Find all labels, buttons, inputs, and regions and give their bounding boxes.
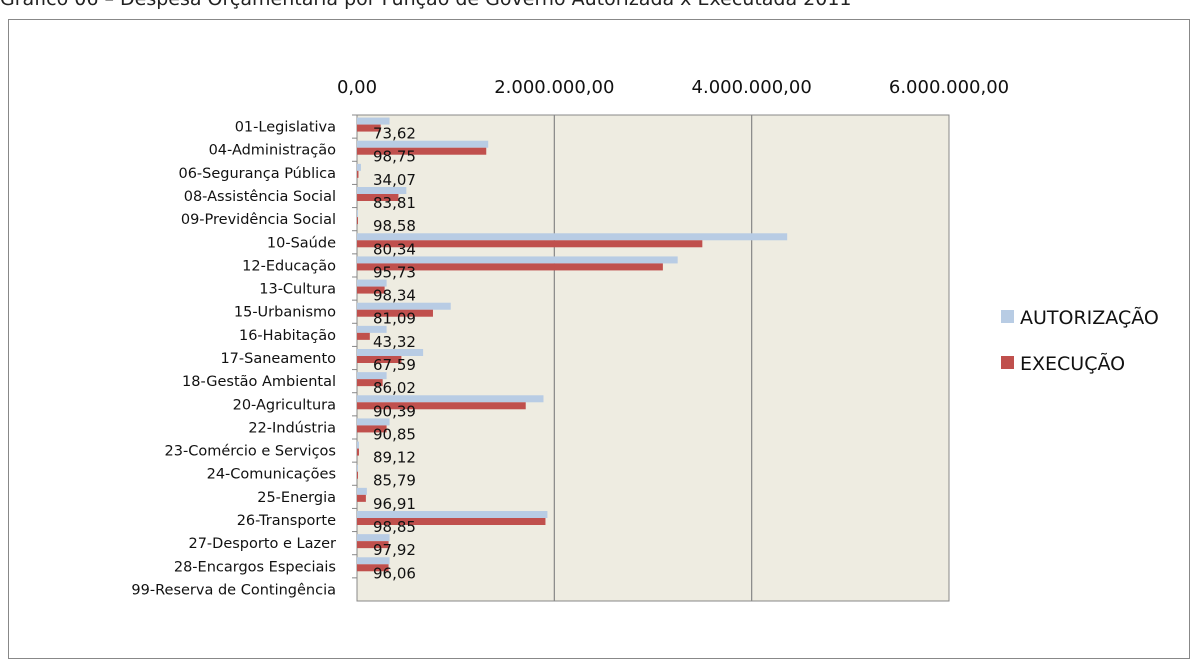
data-label: 86,02	[373, 379, 416, 397]
data-label: 73,62	[373, 125, 416, 143]
category-label: 08-Assistência Social	[184, 189, 336, 205]
bar-execucao	[357, 286, 385, 294]
bar-execucao	[357, 147, 487, 155]
legend-label-autorizacao: AUTORIZAÇÃO	[1020, 306, 1159, 329]
category-label: 27-Desporto e Lazer	[188, 536, 336, 552]
data-label: 83,81	[373, 194, 416, 212]
x-tick-label: 2.000.000,00	[494, 77, 614, 98]
category-label: 25-Energia	[257, 490, 336, 506]
bar-execucao	[357, 240, 703, 248]
bar-execucao	[357, 170, 359, 178]
bar-execucao	[357, 379, 383, 387]
bar-execucao	[357, 448, 359, 456]
data-label: 67,59	[373, 356, 416, 374]
bar-execucao	[357, 494, 366, 502]
x-tick-label: 0,00	[337, 77, 377, 98]
bar-execucao	[357, 263, 663, 271]
bar-execucao	[357, 194, 399, 201]
bar-autorizacao	[357, 441, 359, 449]
bar-autorizacao	[357, 349, 424, 356]
bar-autorizacao	[357, 534, 390, 542]
bar-autorizacao	[357, 418, 390, 426]
x-tick-label: 6.000.000,00	[889, 77, 1009, 98]
bar-execucao	[357, 356, 402, 363]
bar-execucao	[357, 402, 526, 410]
bar-autorizacao	[357, 511, 548, 518]
data-label: 85,79	[373, 472, 416, 490]
category-label: 09-Previdência Social	[181, 212, 336, 228]
bar-autorizacao	[357, 140, 489, 148]
chart-caption: Gráfico 06 – Despesa Orçamentária por Fu…	[0, 0, 852, 10]
category-label: 04-Administração	[209, 143, 337, 159]
category-label: 99-Reserva de Contingência	[131, 582, 336, 598]
data-label: 96,91	[373, 495, 416, 513]
category-label: 23-Comércio e Serviços	[165, 444, 336, 460]
bar-autorizacao	[357, 279, 387, 287]
category-label: 12-Educação	[242, 258, 336, 274]
data-label: 98,34	[373, 287, 416, 305]
category-label: 01-Legislativa	[235, 120, 336, 136]
bar-autorizacao	[357, 557, 390, 565]
category-label: 24-Comunicações	[207, 467, 336, 483]
bar-autorizacao	[357, 163, 361, 171]
category-label: 15-Urbanismo	[234, 305, 336, 321]
bar-execucao	[357, 217, 358, 225]
bar-execucao	[357, 564, 389, 572]
data-label: 81,09	[373, 310, 416, 328]
data-label: 98,85	[373, 518, 416, 536]
category-label: 28-Encargos Especiais	[174, 559, 336, 575]
data-label: 98,75	[373, 148, 416, 166]
category-label: 06-Segurança Pública	[178, 166, 336, 182]
data-label: 97,92	[373, 541, 416, 559]
plot-area	[356, 114, 950, 602]
data-label: 95,73	[373, 263, 416, 281]
bar-autorizacao	[357, 233, 788, 241]
category-label: 10-Saúde	[267, 235, 336, 251]
category-label: 16-Habitação	[239, 328, 336, 344]
legend-label-execucao: EXECUÇÃO	[1020, 352, 1125, 375]
x-tick-label: 4.000.000,00	[692, 77, 812, 98]
category-label: 20-Agricultura	[233, 397, 336, 413]
bar-autorizacao	[357, 210, 358, 218]
bar-autorizacao	[357, 302, 451, 310]
category-label: 26-Transporte	[237, 513, 336, 529]
bar-execucao	[357, 518, 546, 525]
data-label: 90,85	[373, 425, 416, 443]
bar-autorizacao	[357, 256, 678, 264]
bar-autorizacao	[357, 187, 407, 194]
bar-execucao	[357, 541, 389, 549]
category-label: 13-Cultura	[259, 282, 336, 298]
legend-swatch-autorizacao	[1001, 310, 1014, 323]
bar-autorizacao	[357, 487, 367, 495]
category-label: 18-Gestão Ambiental	[182, 374, 336, 390]
bar-autorizacao	[357, 117, 390, 125]
data-label: 80,34	[373, 240, 416, 258]
bar-execucao	[357, 471, 358, 479]
legend-swatch-execucao	[1001, 356, 1014, 369]
bar-autorizacao	[357, 464, 358, 472]
bar-autorizacao	[357, 325, 387, 333]
bar-autorizacao	[357, 395, 544, 403]
category-label: 22-Indústria	[248, 420, 336, 436]
data-label: 89,12	[373, 449, 416, 467]
bar-execucao	[357, 124, 381, 132]
category-label: 17-Saneamento	[220, 351, 336, 367]
bar-execucao	[357, 425, 387, 433]
data-label: 96,06	[373, 564, 416, 582]
data-label: 90,39	[373, 402, 416, 420]
data-label: 43,32	[373, 333, 416, 351]
data-label: 34,07	[373, 171, 416, 189]
bar-execucao	[357, 309, 433, 317]
data-label: 98,58	[373, 217, 416, 235]
bar-autorizacao	[357, 372, 387, 380]
bar-execucao	[357, 332, 370, 340]
